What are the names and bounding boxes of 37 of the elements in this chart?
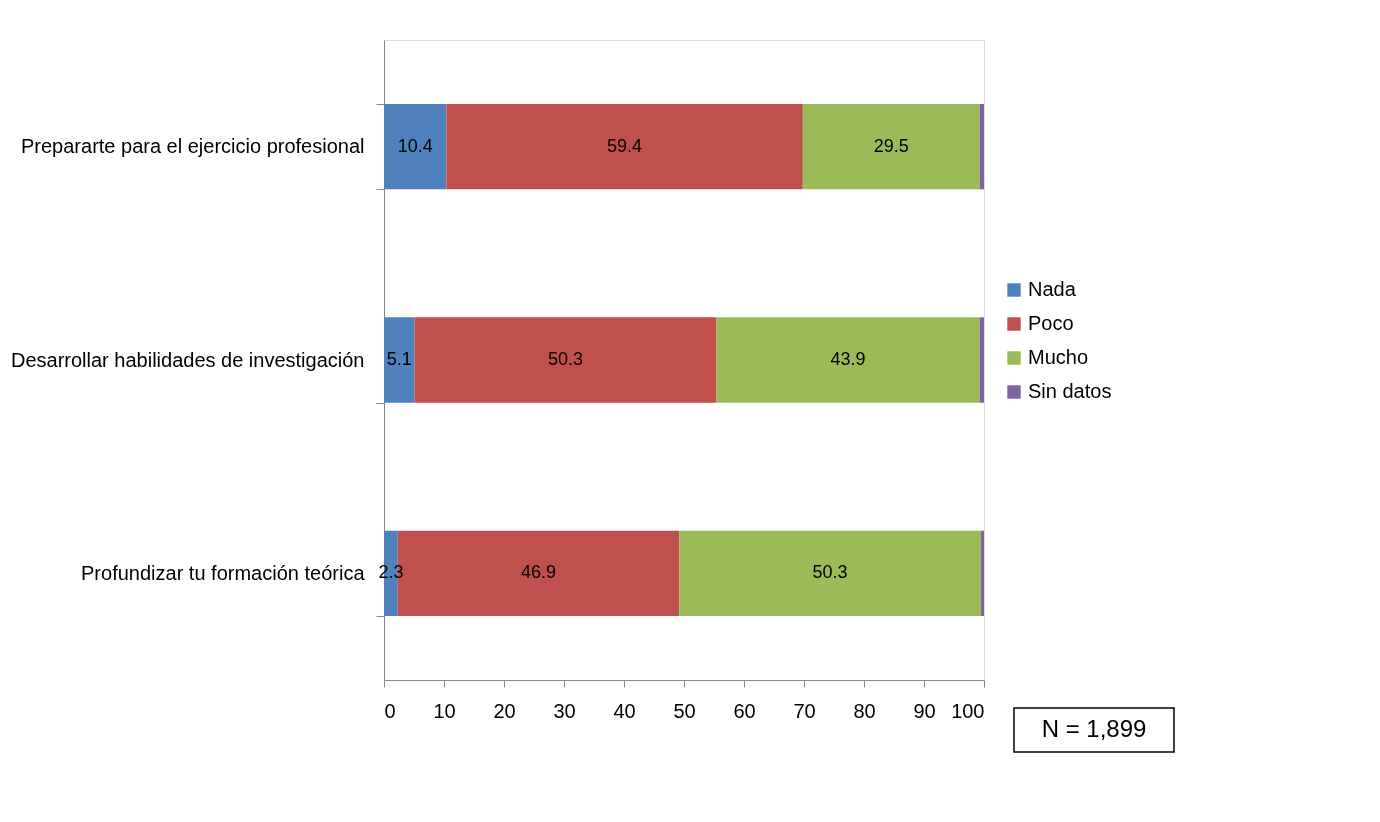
legend-label: Nada	[1028, 278, 1077, 300]
data-label: 59.4	[607, 135, 643, 156]
data-label: 46.9	[520, 562, 557, 583]
bar	[979, 317, 984, 403]
data-label: 50.3	[547, 349, 584, 369]
bar	[446, 104, 803, 190]
x-tick-label: 70	[793, 699, 816, 722]
y-tick-label: Prepararte para el ejercicio profesional	[20, 135, 365, 158]
bar	[716, 317, 980, 403]
legend-label: Poco	[1028, 312, 1074, 334]
data-label: 29.5	[873, 135, 909, 156]
bar	[384, 104, 447, 190]
legend-label: Mucho	[1028, 346, 1089, 368]
x-tick-label: 0	[384, 699, 396, 722]
text: N = 1,899	[1041, 715, 1147, 742]
y-tick-label: Profundizar tu formación teórica	[81, 561, 366, 584]
x-tick-label: 60	[733, 699, 756, 722]
x-tick-label: 10	[433, 699, 456, 722]
y-tick-label: Desarrollar habilidades de investigación	[10, 348, 365, 371]
x-tick-label: 30	[553, 699, 576, 722]
bar	[981, 530, 984, 616]
data-label: 43.9	[830, 349, 866, 369]
bar	[679, 530, 981, 616]
data-label: 50.3	[812, 562, 848, 583]
x-tick-label: 100	[951, 699, 985, 722]
x-tick-label: 80	[853, 699, 876, 722]
data-label: 5.1	[386, 349, 412, 369]
data-label: 10.4	[397, 135, 433, 156]
bar	[979, 104, 984, 190]
x-tick-label: 40	[613, 699, 636, 722]
x-tick-label: 50	[673, 699, 696, 722]
bar	[414, 317, 717, 403]
x-tick-label: 90	[913, 699, 936, 722]
bar	[802, 104, 980, 190]
legend-label: Sin datos	[1028, 380, 1112, 402]
bar	[384, 317, 415, 403]
x-tick-label: 20	[493, 699, 516, 722]
